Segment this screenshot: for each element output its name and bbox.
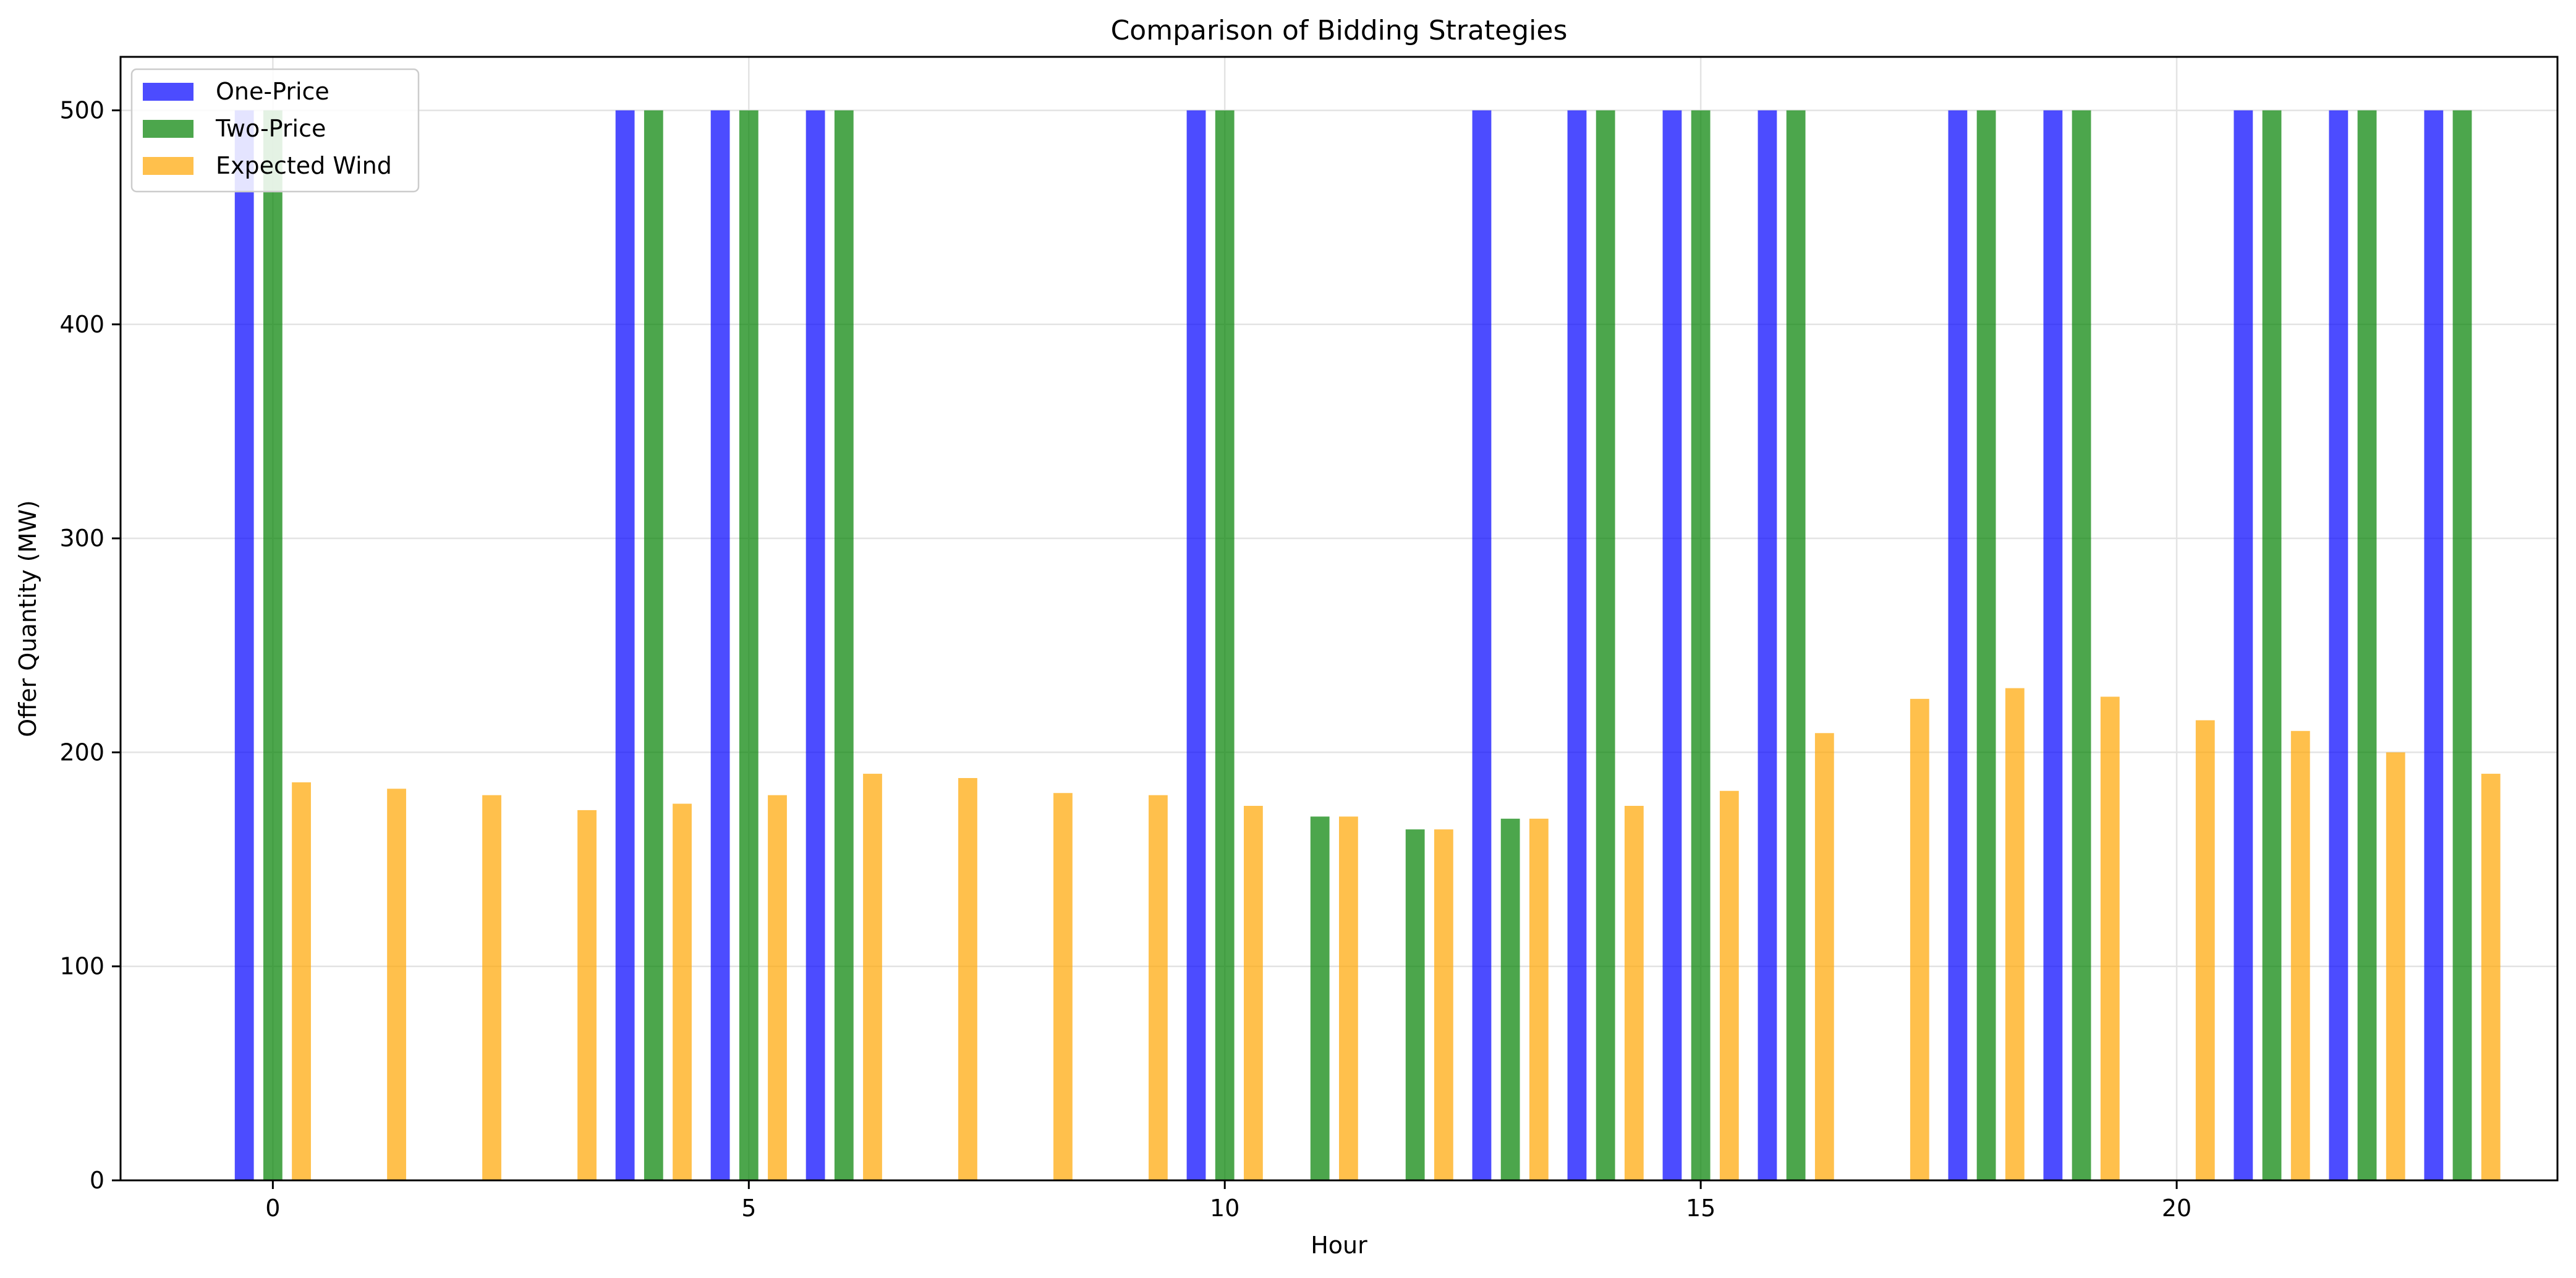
bar-two-price-hour-12 <box>1405 829 1425 1180</box>
bar-expected-wind-hour-9 <box>1149 795 1168 1180</box>
bar-one-price-hour-13 <box>1472 110 1492 1181</box>
bar-two-price-hour-22 <box>2357 110 2377 1181</box>
y-tick-label: 300 <box>59 525 104 552</box>
bar-expected-wind-hour-16 <box>1814 733 1834 1180</box>
legend-box <box>130 68 420 193</box>
bar-expected-wind-hour-14 <box>1624 806 1644 1180</box>
bar-expected-wind-hour-8 <box>1053 793 1073 1180</box>
bar-two-price-hour-0 <box>263 110 283 1181</box>
bar-two-price-hour-16 <box>1786 110 1806 1181</box>
y-tick-label: 400 <box>59 311 104 338</box>
y-axis-label: Offer Quantity (MW) <box>14 500 41 737</box>
bar-expected-wind-hour-10 <box>1244 806 1263 1180</box>
bar-expected-wind-hour-12 <box>1434 829 1453 1180</box>
x-tick-label: 10 <box>1210 1195 1239 1222</box>
legend: One-Price Two-Price Expected Wind <box>130 68 420 193</box>
legend-swatch-one-price <box>143 83 193 101</box>
x-axis-label: Hour <box>1311 1232 1367 1259</box>
bar-two-price-hour-19 <box>2072 110 2091 1181</box>
bar-expected-wind-hour-20 <box>2195 720 2215 1180</box>
x-tick-label: 0 <box>265 1195 280 1222</box>
bar-expected-wind-hour-6 <box>863 774 882 1180</box>
chart-title: Comparison of Bidding Strategies <box>1111 15 1568 46</box>
legend-swatch-expected-wind <box>143 157 193 175</box>
x-tick-label: 5 <box>741 1195 756 1222</box>
bar-expected-wind-hour-5 <box>768 795 787 1180</box>
bar-two-price-hour-14 <box>1596 110 1615 1181</box>
bars <box>234 110 2501 1181</box>
y-tick-label: 500 <box>59 97 104 124</box>
bar-expected-wind-hour-1 <box>387 789 406 1180</box>
bar-expected-wind-hour-19 <box>2100 696 2120 1180</box>
bar-two-price-hour-18 <box>1976 110 1996 1181</box>
bar-one-price-hour-4 <box>615 110 635 1181</box>
bar-two-price-hour-15 <box>1691 110 1711 1181</box>
bar-one-price-hour-10 <box>1186 110 1206 1181</box>
bar-one-price-hour-19 <box>2043 110 2063 1181</box>
bar-one-price-hour-15 <box>1662 110 1682 1181</box>
bar-one-price-hour-14 <box>1567 110 1587 1181</box>
legend-swatch-two-price <box>143 120 193 138</box>
bar-expected-wind-hour-11 <box>1339 816 1358 1180</box>
bar-one-price-hour-16 <box>1758 110 1777 1181</box>
bar-two-price-hour-21 <box>2262 110 2282 1181</box>
plot-frame <box>119 56 2559 1182</box>
bar-two-price-hour-10 <box>1215 110 1235 1181</box>
bar-one-price-hour-6 <box>806 110 825 1181</box>
bar-expected-wind-hour-4 <box>673 803 692 1180</box>
bar-one-price-hour-0 <box>234 110 254 1181</box>
bar-expected-wind-hour-13 <box>1529 818 1549 1180</box>
legend-label-one-price: One-Price <box>216 78 329 105</box>
bar-two-price-hour-13 <box>1500 818 1520 1180</box>
bar-expected-wind-hour-7 <box>958 777 977 1180</box>
bar-expected-wind-hour-23 <box>2481 774 2501 1180</box>
bar-expected-wind-hour-17 <box>1910 698 1929 1180</box>
bar-expected-wind-hour-15 <box>1719 790 1739 1180</box>
bar-two-price-hour-6 <box>834 110 854 1181</box>
y-tick-label: 100 <box>59 953 104 980</box>
bar-two-price-hour-4 <box>644 110 663 1181</box>
bar-one-price-hour-22 <box>2329 110 2349 1181</box>
bar-expected-wind-hour-2 <box>482 795 501 1180</box>
bar-two-price-hour-5 <box>739 110 759 1181</box>
bar-expected-wind-hour-22 <box>2386 752 2405 1180</box>
bar-expected-wind-hour-3 <box>577 810 597 1180</box>
x-tick-label: 15 <box>1686 1195 1715 1222</box>
bar-expected-wind-hour-18 <box>2005 688 2025 1180</box>
x-tick-label: 20 <box>2162 1195 2191 1222</box>
bar-two-price-hour-11 <box>1310 816 1330 1180</box>
bar-one-price-hour-5 <box>710 110 730 1181</box>
y-tick-label: 200 <box>59 738 104 766</box>
legend-label-two-price: Two-Price <box>215 115 326 142</box>
bar-one-price-hour-18 <box>1948 110 1968 1181</box>
y-tick-label: 0 <box>90 1167 104 1194</box>
bar-two-price-hour-23 <box>2452 110 2472 1181</box>
bar-expected-wind-hour-21 <box>2290 730 2310 1180</box>
bar-one-price-hour-21 <box>2234 110 2253 1181</box>
legend-label-expected-wind: Expected Wind <box>216 152 392 179</box>
bar-one-price-hour-23 <box>2424 110 2444 1181</box>
bar-expected-wind-hour-0 <box>292 782 311 1180</box>
